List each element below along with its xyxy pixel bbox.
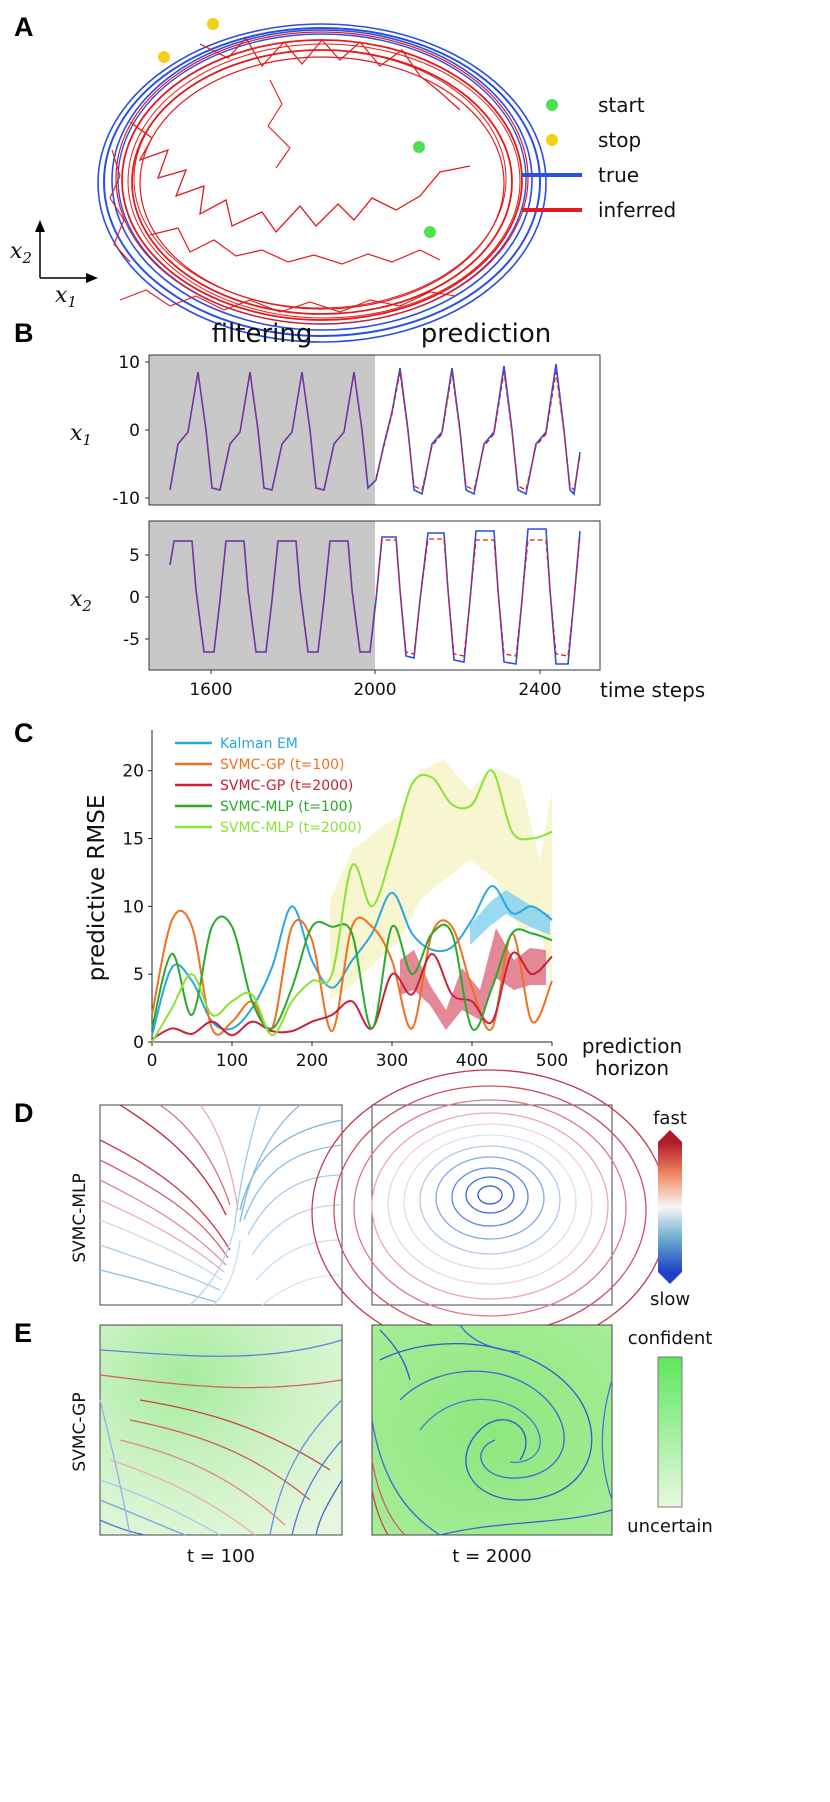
b-x2-ytick-5: 5 <box>129 546 140 566</box>
b-x2-label: x2 <box>70 587 92 615</box>
b-x1-filtering-shade <box>149 355 375 505</box>
panel-d-letter: D <box>14 1098 34 1128</box>
panel-a: A start stop <box>10 12 676 343</box>
panel-b: B filtering prediction x1 10 0 -10 x2 <box>14 318 705 702</box>
c-svmc-gp-t2000-band <box>400 928 546 1030</box>
c-legend-label-svmc-gp-t-2000: SVMC-GP (t=2000) <box>220 778 353 794</box>
c-ytick-label: 20 <box>122 762 144 782</box>
b-x1-plot: x1 10 0 -10 <box>70 353 601 509</box>
c-legend-label-svmc-gp-t-100: SVMC-GP (t=100) <box>220 757 345 773</box>
a-true-trajectory <box>97 23 547 343</box>
d-plot-t2000 <box>311 1069 669 1355</box>
d-colorbar: fast slow <box>650 1108 690 1310</box>
panel-e: E SVMC-GP <box>14 1318 713 1567</box>
b-xtick-2000: 2000 <box>353 680 396 700</box>
c-kalman-band <box>470 890 550 945</box>
e-cbar-top-label: confident <box>628 1328 713 1349</box>
e-cbar-bottom-label: uncertain <box>627 1516 713 1537</box>
c-xtick-label: 0 <box>147 1051 158 1071</box>
e-col-label-t2000: t = 2000 <box>452 1546 531 1567</box>
c-xtick-label: 300 <box>376 1051 408 1071</box>
legend-inferred-label: inferred <box>598 198 676 222</box>
c-line-svmc-mlp-t-100 <box>151 915 553 1031</box>
b-filtering-title: filtering <box>212 319 313 349</box>
b-x2-plot: x2 5 0 -5 1600 2000 2400 time steps <box>70 520 705 702</box>
c-ytick-label: 0 <box>133 1033 144 1053</box>
b-x1-ytick-neg10: -10 <box>112 489 140 509</box>
a-stop-marker-1 <box>207 18 219 30</box>
c-xtick-label: 200 <box>296 1051 328 1071</box>
c-legend-label-svmc-mlp-t-2000: SVMC-MLP (t=2000) <box>220 820 362 836</box>
panel-c-letter: C <box>14 718 34 748</box>
b-x1-ytick-0: 0 <box>129 421 140 441</box>
c-xtick-label: 400 <box>456 1051 488 1071</box>
c-ytick-label: 10 <box>122 897 144 917</box>
a-y-axis-label: x2 <box>10 239 32 267</box>
b-xtick-1600: 1600 <box>189 680 232 700</box>
c-ytick-label: 5 <box>133 965 144 985</box>
e-colorbar: confident uncertain <box>627 1328 713 1537</box>
panel-b-letter: B <box>14 318 34 348</box>
d-cbar-bottom-label: slow <box>650 1289 690 1310</box>
legend-stop-label: stop <box>598 128 641 152</box>
c-uncertainty-bands <box>330 760 552 1030</box>
c-series-lines <box>151 769 553 1043</box>
b-x2-filtering-shade <box>149 521 375 670</box>
e-row-label: SVMC-GP <box>70 1392 90 1471</box>
c-legend-label-svmc-mlp-t-100: SVMC-MLP (t=100) <box>220 799 353 815</box>
c-line-svmc-mlp-t-2000 <box>151 769 553 1043</box>
a-start-marker-1 <box>413 141 425 153</box>
c-xtick-label: 100 <box>216 1051 248 1071</box>
e-plot-t2000 <box>371 1324 613 1536</box>
c-line-kalman-em <box>151 885 553 1036</box>
c-xlabel-line1: prediction <box>582 1034 682 1058</box>
c-xlabel-line2: horizon <box>595 1056 669 1080</box>
legend-stop-marker <box>546 134 558 146</box>
d-plot-t100 <box>99 1104 343 1306</box>
b-x2-ytick-0: 0 <box>129 588 140 608</box>
panel-d: D SVMC-MLP <box>14 1069 690 1355</box>
c-svmc-mlp-t2000-band <box>330 760 552 1000</box>
b-xlabel: time steps <box>600 678 705 702</box>
a-inferred-trajectory <box>109 31 529 325</box>
d-row-label: SVMC-MLP <box>70 1173 90 1262</box>
legend-start-label: start <box>598 93 645 117</box>
c-xtick-label: 500 <box>536 1051 568 1071</box>
e-plot-t100 <box>99 1324 343 1536</box>
b-x1-label: x1 <box>70 421 92 449</box>
a-x-axis-label: x1 <box>55 283 77 311</box>
e-col-label-t100: t = 100 <box>187 1546 255 1567</box>
a-legend: start stop true inferred <box>522 93 676 222</box>
panel-a-letter: A <box>14 12 34 42</box>
c-legend-label-kalman-em: Kalman EM <box>220 736 298 752</box>
c-legend: Kalman EM SVMC-GP (t=100) SVMC-GP (t=2000)… <box>175 736 362 836</box>
b-prediction-title: prediction <box>421 319 551 349</box>
legend-true-label: true <box>598 163 639 187</box>
b-x1-ytick-10: 10 <box>118 353 140 373</box>
c-ylabel: predictive RMSE <box>84 795 110 982</box>
c-ytick-label: 15 <box>122 830 144 850</box>
b-xtick-2400: 2400 <box>518 680 561 700</box>
a-stop-marker-2 <box>158 51 170 63</box>
d-cbar-top-label: fast <box>653 1108 687 1129</box>
panel-e-letter: E <box>14 1318 32 1348</box>
a-start-marker-2 <box>424 226 436 238</box>
b-x2-ytick-neg5: -5 <box>123 630 140 650</box>
a-axes-indicator: x2 x1 <box>10 220 98 311</box>
c-line-svmc-gp-t-2000 <box>151 951 553 1041</box>
legend-start-marker <box>546 99 558 111</box>
